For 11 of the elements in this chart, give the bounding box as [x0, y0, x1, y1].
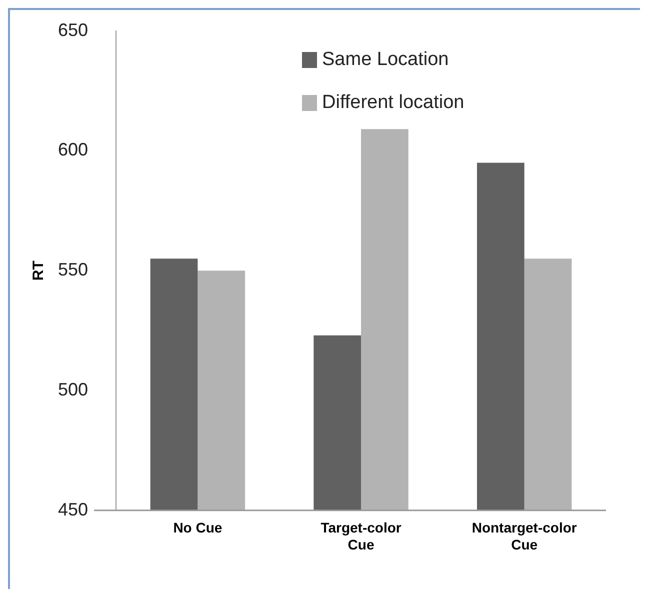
x-tick-label: No Cue: [173, 520, 222, 536]
x-tick-label: Target-color Cue: [320, 520, 402, 552]
legend-label: Same Location: [322, 48, 449, 72]
y-tick-label: 450: [58, 499, 88, 520]
legend-label: Different location: [322, 91, 464, 115]
y-tick-label: 650: [58, 20, 88, 40]
x-tick-label: Nontarget-color Cue: [472, 520, 578, 552]
y-tick-label: 500: [58, 379, 88, 400]
y-axis-title: RT: [30, 260, 48, 281]
y-tick-label: 600: [58, 140, 88, 160]
y-tick-label: 550: [58, 260, 88, 280]
